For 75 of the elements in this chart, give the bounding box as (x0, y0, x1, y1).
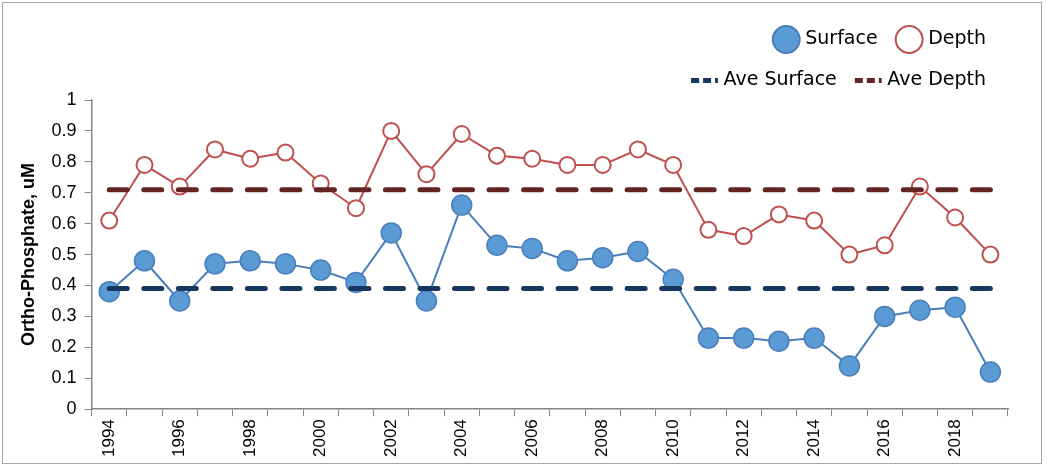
point (627, 240, 649, 263)
point (593, 155, 612, 174)
point (840, 245, 859, 264)
point (380, 222, 402, 244)
point (805, 211, 824, 230)
point (309, 259, 332, 281)
point (276, 143, 295, 162)
point (875, 236, 894, 255)
y-tick-label: 0.5 (51, 243, 77, 264)
y-tick-label: 0.1 (51, 367, 77, 388)
x-tick-label: 1998 (239, 419, 259, 458)
point (521, 237, 543, 260)
point (135, 155, 154, 174)
point (944, 296, 966, 318)
point (909, 299, 931, 321)
point (699, 220, 718, 239)
point (873, 305, 896, 328)
point (664, 155, 683, 174)
point (769, 205, 788, 224)
x-tick-label: 2008 (592, 419, 612, 458)
point (133, 250, 156, 272)
x-tick-label: 2012 (733, 419, 753, 458)
x-tick-label: 2000 (310, 419, 330, 458)
x-tick-label: 2002 (380, 419, 400, 458)
y-tick-label: 0.4 (51, 274, 77, 295)
point (415, 290, 438, 312)
point (487, 146, 506, 165)
point (981, 245, 1000, 264)
point (274, 253, 297, 275)
point (452, 125, 471, 144)
legend-label: Surface (805, 26, 878, 49)
point (382, 121, 401, 140)
y-tick-label: 0.3 (51, 305, 77, 326)
x-tick-label: 2018 (944, 419, 964, 458)
point (523, 149, 542, 168)
point (946, 208, 965, 227)
point (417, 165, 436, 184)
y-tick-label: 0.2 (51, 336, 77, 357)
legend-label: Depth (928, 26, 986, 49)
y-tick-label: 0.9 (51, 119, 77, 140)
point (697, 327, 720, 349)
point (450, 194, 473, 216)
point (768, 330, 790, 352)
point (486, 234, 508, 257)
y-tick-label: 0.6 (51, 212, 77, 233)
x-tick-label: 2014 (803, 419, 823, 458)
point (100, 211, 119, 230)
point (204, 253, 226, 275)
x-tick-label: 1996 (169, 419, 189, 458)
y-tick-label: 0.8 (51, 150, 77, 171)
point (803, 327, 825, 349)
x-tick-label: 2006 (521, 419, 541, 458)
y-axis-title: Ortho-Phosphate, uM (17, 163, 38, 347)
point (591, 246, 614, 269)
x-tick-label: 2016 (874, 419, 894, 458)
point (168, 290, 191, 312)
point (732, 327, 755, 349)
legend-label: Ave Depth (887, 67, 986, 90)
y-tick-label: 0.7 (51, 181, 77, 202)
point (979, 361, 1002, 383)
point (838, 355, 861, 377)
point (628, 140, 647, 159)
point (346, 199, 365, 218)
x-tick-label: 1994 (98, 419, 118, 458)
x-tick-label: 2004 (451, 419, 471, 458)
legend-label: Ave Surface (723, 67, 837, 90)
point (734, 227, 753, 246)
y-tick-label: 0 (66, 398, 77, 419)
point (205, 140, 224, 159)
x-tick-label: 2010 (662, 419, 682, 458)
point (558, 155, 577, 174)
point (556, 250, 579, 272)
point (239, 250, 261, 272)
y-tick-label: 1 (66, 88, 77, 109)
point (241, 149, 260, 168)
